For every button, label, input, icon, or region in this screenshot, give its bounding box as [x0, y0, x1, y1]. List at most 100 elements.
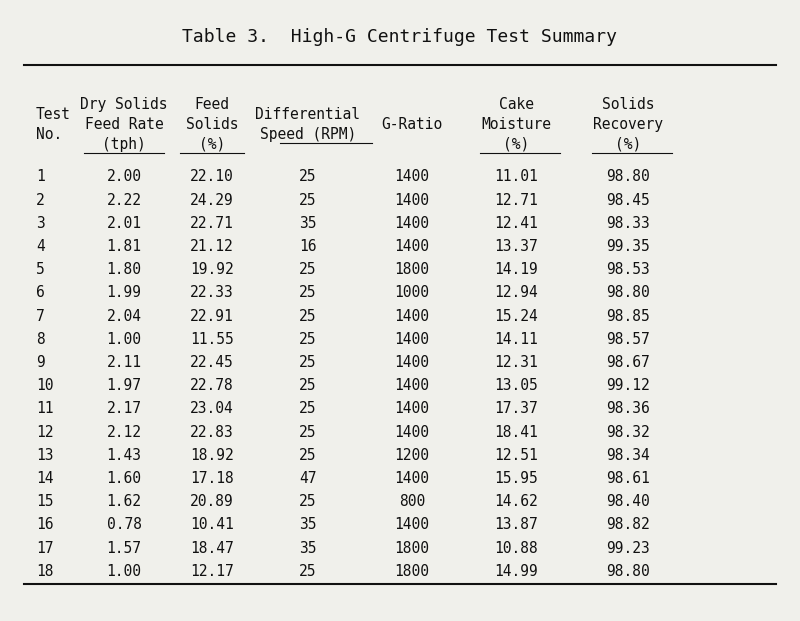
Text: 800: 800: [399, 494, 425, 509]
Text: 12.71: 12.71: [494, 193, 538, 207]
Text: 98.85: 98.85: [606, 309, 650, 324]
Text: 25: 25: [299, 448, 317, 463]
Text: 15: 15: [36, 494, 54, 509]
Text: 7: 7: [36, 309, 45, 324]
Text: 25: 25: [299, 170, 317, 184]
Text: Feed Rate: Feed Rate: [85, 117, 163, 132]
Text: 22.71: 22.71: [190, 216, 234, 231]
Text: Moisture: Moisture: [481, 117, 551, 132]
Text: 12: 12: [36, 425, 54, 440]
Text: 1.81: 1.81: [106, 239, 142, 254]
Text: Differential: Differential: [255, 107, 361, 122]
Text: 1400: 1400: [394, 216, 430, 231]
Text: 13.37: 13.37: [494, 239, 538, 254]
Text: 1.99: 1.99: [106, 286, 142, 301]
Text: Speed (RPM): Speed (RPM): [260, 127, 356, 142]
Text: 1400: 1400: [394, 471, 430, 486]
Text: 1.97: 1.97: [106, 378, 142, 393]
Text: 1400: 1400: [394, 193, 430, 207]
Text: (%): (%): [615, 137, 641, 152]
Text: 11: 11: [36, 401, 54, 417]
Text: 35: 35: [299, 216, 317, 231]
Text: 22.10: 22.10: [190, 170, 234, 184]
Text: 11.01: 11.01: [494, 170, 538, 184]
Text: 25: 25: [299, 401, 317, 417]
Text: 1000: 1000: [394, 286, 430, 301]
Text: 18.47: 18.47: [190, 541, 234, 556]
Text: 12.41: 12.41: [494, 216, 538, 231]
Text: 13.87: 13.87: [494, 517, 538, 532]
Text: 24.29: 24.29: [190, 193, 234, 207]
Text: 25: 25: [299, 332, 317, 347]
Text: 98.34: 98.34: [606, 448, 650, 463]
Text: 1800: 1800: [394, 564, 430, 579]
Text: 22.33: 22.33: [190, 286, 234, 301]
Text: 1400: 1400: [394, 517, 430, 532]
Text: 1400: 1400: [394, 239, 430, 254]
Text: 1400: 1400: [394, 355, 430, 370]
Text: 13.05: 13.05: [494, 378, 538, 393]
Text: 25: 25: [299, 494, 317, 509]
Text: 18.41: 18.41: [494, 425, 538, 440]
Text: 2.22: 2.22: [106, 193, 142, 207]
Text: 2.04: 2.04: [106, 309, 142, 324]
Text: G-Ratio: G-Ratio: [382, 117, 442, 132]
Text: 22.91: 22.91: [190, 309, 234, 324]
Text: 2.12: 2.12: [106, 425, 142, 440]
Text: 1400: 1400: [394, 425, 430, 440]
Text: 2.11: 2.11: [106, 355, 142, 370]
Text: Table 3.  High-G Centrifuge Test Summary: Table 3. High-G Centrifuge Test Summary: [182, 28, 618, 46]
Text: 10.41: 10.41: [190, 517, 234, 532]
Text: 1.00: 1.00: [106, 564, 142, 579]
Text: 98.53: 98.53: [606, 262, 650, 277]
Text: 14.62: 14.62: [494, 494, 538, 509]
Text: 22.78: 22.78: [190, 378, 234, 393]
Text: 1.00: 1.00: [106, 332, 142, 347]
Text: 4: 4: [36, 239, 45, 254]
Text: 98.40: 98.40: [606, 494, 650, 509]
Text: 23.04: 23.04: [190, 401, 234, 417]
Text: 17: 17: [36, 541, 54, 556]
Text: Recovery: Recovery: [593, 117, 663, 132]
Text: 11.55: 11.55: [190, 332, 234, 347]
Text: 14.11: 14.11: [494, 332, 538, 347]
Text: 17.18: 17.18: [190, 471, 234, 486]
Text: 35: 35: [299, 541, 317, 556]
Text: (tph): (tph): [102, 137, 146, 152]
Text: 21.12: 21.12: [190, 239, 234, 254]
Text: 12.51: 12.51: [494, 448, 538, 463]
Text: 25: 25: [299, 262, 317, 277]
Text: 98.80: 98.80: [606, 286, 650, 301]
Text: 98.33: 98.33: [606, 216, 650, 231]
Text: 1.57: 1.57: [106, 541, 142, 556]
Text: 22.45: 22.45: [190, 355, 234, 370]
Text: 98.80: 98.80: [606, 170, 650, 184]
Text: 25: 25: [299, 378, 317, 393]
Text: 15.95: 15.95: [494, 471, 538, 486]
Text: 25: 25: [299, 286, 317, 301]
Text: 0.78: 0.78: [106, 517, 142, 532]
Text: 1400: 1400: [394, 170, 430, 184]
Text: 13: 13: [36, 448, 54, 463]
Text: 25: 25: [299, 355, 317, 370]
Text: Test: Test: [36, 107, 71, 122]
Text: 1400: 1400: [394, 378, 430, 393]
Text: 1800: 1800: [394, 541, 430, 556]
Text: 1400: 1400: [394, 401, 430, 417]
Text: 8: 8: [36, 332, 45, 347]
Text: 14.19: 14.19: [494, 262, 538, 277]
Text: 1400: 1400: [394, 309, 430, 324]
Text: (%): (%): [199, 137, 225, 152]
Text: 16: 16: [299, 239, 317, 254]
Text: 1: 1: [36, 170, 45, 184]
Text: 98.80: 98.80: [606, 564, 650, 579]
Text: Solids: Solids: [186, 117, 238, 132]
Text: 1.80: 1.80: [106, 262, 142, 277]
Text: 5: 5: [36, 262, 45, 277]
Text: Cake: Cake: [498, 97, 534, 112]
Text: 98.45: 98.45: [606, 193, 650, 207]
Text: 25: 25: [299, 564, 317, 579]
Text: 47: 47: [299, 471, 317, 486]
Text: 18.92: 18.92: [190, 448, 234, 463]
Text: 25: 25: [299, 193, 317, 207]
